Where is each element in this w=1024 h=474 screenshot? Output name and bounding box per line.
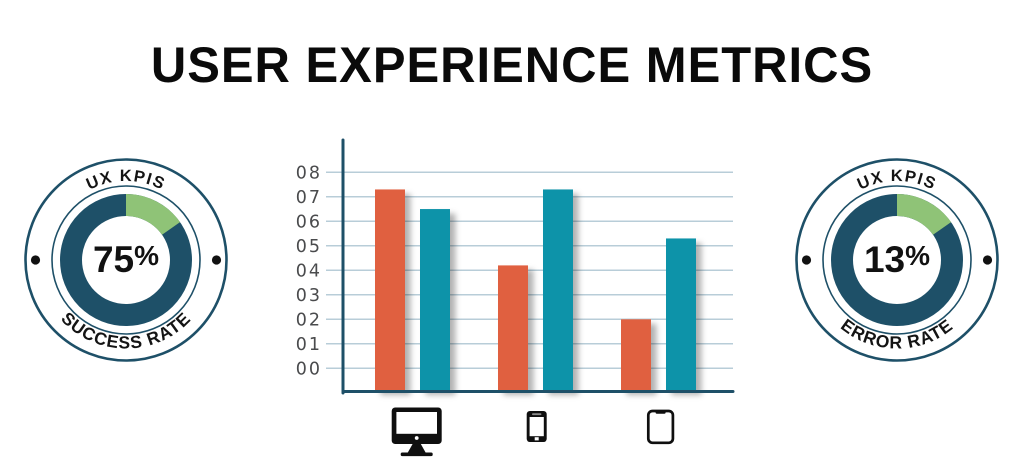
y-tick-label: 00	[296, 360, 322, 380]
y-tick-label: 01	[296, 335, 322, 355]
badge-outer-ring	[795, 158, 999, 362]
bar-tablet-series-teal	[666, 238, 696, 391]
badge-left-dot	[801, 255, 812, 265]
error-rate-badge: UX KPIS ERROR RATE 13%	[795, 158, 999, 362]
badge-right-dot	[982, 255, 993, 265]
kpi-value: 13%	[864, 239, 930, 280]
bar-smartphone-series-teal	[543, 189, 573, 391]
y-tick-label: 08	[296, 164, 322, 184]
page-title: USER EXPERIENCE METRICS	[150, 37, 874, 93]
desktop-icon	[391, 407, 442, 457]
bar-desktop-series-orange	[375, 189, 405, 391]
badge-inner-thin-ring	[822, 185, 972, 335]
badge-outer-ring	[24, 158, 228, 362]
y-tick-label: 02	[296, 311, 322, 331]
bar-tablet-series-orange	[621, 319, 651, 391]
y-tick-label: 06	[296, 213, 322, 233]
tablet-icon	[646, 409, 675, 445]
donut-green-segment	[125, 194, 181, 236]
y-tick-label: 04	[296, 262, 322, 282]
smartphone-icon	[526, 411, 547, 442]
ux-metrics-bar-chart: 08 07 06 05 04 03 02 01 00	[296, 138, 735, 457]
success-rate-badge: UX KPIS SUCCESS RATE 75%	[24, 158, 228, 362]
badge-inner-thin-ring	[51, 185, 201, 335]
tick-labels-group: 08 07 06 05 04 03 02 01 00	[296, 164, 322, 380]
y-tick-label: 03	[296, 286, 322, 306]
bar-smartphone-series-orange	[498, 265, 528, 391]
donut-green-segment	[896, 194, 952, 236]
badge-right-dot	[211, 255, 222, 265]
y-tick-label: 07	[296, 188, 322, 208]
badge-left-dot	[30, 255, 41, 265]
y-tick-label: 05	[296, 237, 322, 257]
bar-desktop-series-teal	[420, 209, 450, 391]
bars-group	[375, 189, 696, 391]
kpi-value: 75%	[93, 239, 159, 280]
